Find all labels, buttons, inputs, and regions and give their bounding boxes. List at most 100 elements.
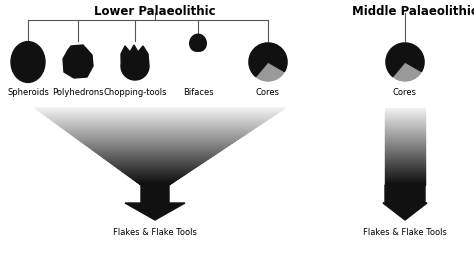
Polygon shape	[385, 130, 425, 131]
Polygon shape	[385, 134, 425, 135]
Polygon shape	[385, 144, 425, 145]
Polygon shape	[81, 141, 235, 142]
Polygon shape	[87, 146, 228, 147]
Polygon shape	[138, 183, 172, 184]
Polygon shape	[63, 45, 93, 78]
Polygon shape	[100, 155, 213, 156]
Polygon shape	[99, 154, 215, 155]
Polygon shape	[136, 181, 175, 182]
Polygon shape	[385, 135, 425, 136]
Text: Spheroids: Spheroids	[7, 88, 49, 97]
Polygon shape	[385, 173, 425, 174]
Polygon shape	[385, 166, 425, 167]
Polygon shape	[133, 179, 178, 180]
Polygon shape	[115, 166, 198, 167]
Polygon shape	[86, 145, 229, 146]
Polygon shape	[385, 157, 425, 158]
Polygon shape	[385, 121, 425, 122]
Polygon shape	[130, 177, 181, 178]
Polygon shape	[57, 124, 261, 125]
Polygon shape	[385, 132, 425, 133]
Polygon shape	[66, 130, 251, 131]
Polygon shape	[67, 131, 250, 132]
Polygon shape	[385, 109, 425, 110]
Polygon shape	[94, 151, 220, 152]
Polygon shape	[385, 170, 425, 171]
Polygon shape	[385, 136, 425, 137]
Polygon shape	[103, 157, 210, 158]
Polygon shape	[385, 143, 425, 144]
Text: Cores: Cores	[256, 88, 280, 97]
Polygon shape	[385, 146, 425, 147]
Polygon shape	[385, 123, 425, 124]
Polygon shape	[385, 137, 425, 138]
Polygon shape	[106, 159, 208, 160]
Polygon shape	[385, 114, 425, 115]
Polygon shape	[82, 142, 234, 143]
Polygon shape	[107, 160, 207, 161]
Polygon shape	[47, 117, 272, 118]
Polygon shape	[91, 148, 224, 149]
Polygon shape	[385, 184, 425, 185]
Ellipse shape	[386, 43, 424, 81]
Polygon shape	[121, 45, 149, 80]
Polygon shape	[385, 182, 425, 183]
Polygon shape	[385, 155, 425, 156]
Polygon shape	[385, 178, 425, 179]
Polygon shape	[385, 142, 425, 143]
Text: Bifaces: Bifaces	[182, 88, 213, 97]
Text: Polyhedrons: Polyhedrons	[52, 88, 104, 97]
Polygon shape	[114, 165, 199, 166]
Polygon shape	[37, 109, 283, 110]
Text: Flakes & Flake Tools: Flakes & Flake Tools	[113, 228, 197, 237]
Polygon shape	[49, 118, 270, 119]
Text: Middle Palaeolithic: Middle Palaeolithic	[352, 5, 474, 18]
Polygon shape	[44, 114, 275, 115]
Polygon shape	[56, 123, 262, 124]
Polygon shape	[385, 151, 425, 152]
Polygon shape	[385, 145, 425, 146]
Polygon shape	[39, 111, 280, 112]
Polygon shape	[60, 126, 258, 127]
Polygon shape	[385, 177, 425, 178]
Polygon shape	[383, 185, 427, 220]
Polygon shape	[124, 173, 187, 174]
Polygon shape	[96, 152, 219, 153]
Polygon shape	[137, 182, 173, 183]
Polygon shape	[385, 148, 425, 149]
Polygon shape	[128, 175, 183, 176]
Polygon shape	[385, 165, 425, 166]
Polygon shape	[385, 180, 425, 181]
Polygon shape	[385, 127, 425, 128]
Polygon shape	[78, 139, 237, 140]
Polygon shape	[385, 154, 425, 155]
Wedge shape	[249, 43, 287, 77]
Polygon shape	[125, 185, 185, 220]
Polygon shape	[51, 119, 268, 120]
Polygon shape	[385, 183, 425, 184]
Polygon shape	[385, 112, 425, 113]
Polygon shape	[385, 181, 425, 182]
Polygon shape	[135, 180, 176, 181]
Polygon shape	[385, 150, 425, 151]
Polygon shape	[123, 172, 188, 173]
Polygon shape	[121, 171, 190, 172]
Polygon shape	[128, 176, 182, 177]
Wedge shape	[386, 43, 424, 77]
Polygon shape	[55, 122, 264, 123]
Polygon shape	[52, 120, 267, 121]
Ellipse shape	[11, 42, 45, 82]
Polygon shape	[37, 110, 282, 111]
Polygon shape	[42, 113, 277, 114]
Polygon shape	[121, 170, 191, 171]
Polygon shape	[385, 172, 425, 173]
Polygon shape	[385, 113, 425, 114]
Polygon shape	[59, 125, 259, 126]
Polygon shape	[69, 132, 248, 133]
Polygon shape	[385, 152, 425, 153]
Polygon shape	[385, 124, 425, 125]
Polygon shape	[385, 110, 425, 111]
Polygon shape	[93, 150, 221, 151]
Polygon shape	[64, 129, 253, 130]
Polygon shape	[62, 127, 256, 128]
